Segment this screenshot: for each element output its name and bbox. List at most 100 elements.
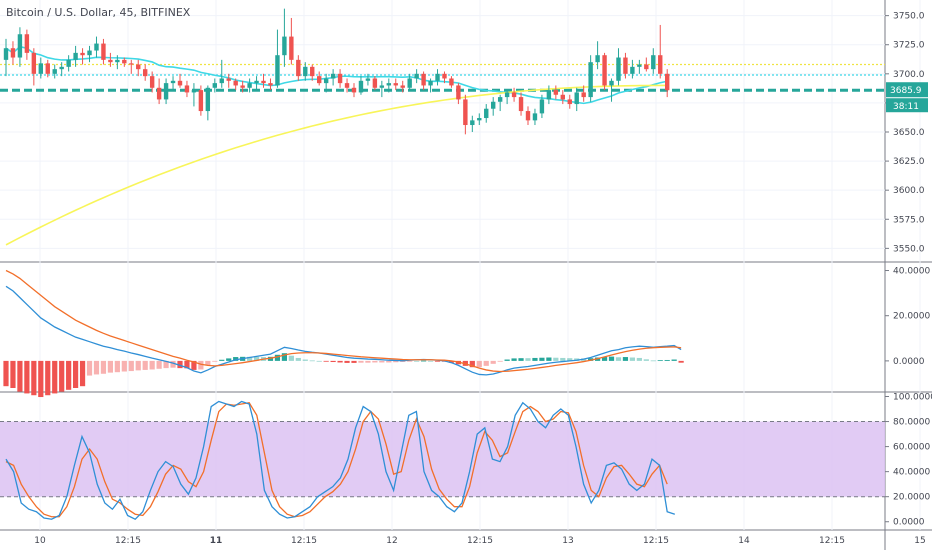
y-tick-label: 3575.0 bbox=[893, 215, 925, 225]
macd-histogram-bar bbox=[636, 357, 642, 361]
candle-body bbox=[337, 73, 343, 84]
candle-body bbox=[574, 92, 579, 105]
candle-body bbox=[414, 73, 419, 79]
candle-body bbox=[52, 69, 57, 74]
macd-line bbox=[5, 285, 682, 376]
candle-body bbox=[149, 76, 155, 88]
x-tick-label: 12:15 bbox=[291, 536, 317, 546]
candle-body bbox=[261, 80, 266, 84]
candle-body bbox=[484, 108, 489, 119]
macd-histogram-bar bbox=[553, 357, 559, 361]
macd-histogram-bar bbox=[372, 360, 378, 363]
candle-body bbox=[330, 73, 336, 79]
candle-body bbox=[630, 66, 635, 74]
x-tick-label: 15 bbox=[914, 536, 925, 546]
macd-histogram-bar bbox=[177, 360, 183, 369]
macd-histogram-bar bbox=[588, 358, 594, 361]
candle-body bbox=[163, 83, 169, 100]
macd-histogram-bar bbox=[427, 360, 434, 362]
y-tick-label: 3550.0 bbox=[893, 244, 925, 254]
candle-body bbox=[421, 73, 426, 86]
x-tick-label: 11 bbox=[210, 536, 223, 546]
candle-body bbox=[212, 83, 217, 88]
countdown-label: 38:11 bbox=[893, 102, 919, 112]
candle-body bbox=[470, 120, 475, 126]
candle-body bbox=[24, 34, 30, 53]
macd-histogram-bar bbox=[219, 359, 225, 361]
candle-body bbox=[108, 59, 113, 63]
macd-histogram-bar bbox=[52, 360, 58, 394]
y-tick-label: 3725.0 bbox=[893, 41, 925, 51]
candle-body bbox=[477, 118, 482, 121]
candle-body bbox=[511, 92, 517, 98]
stoch-d-line bbox=[5, 402, 668, 518]
macd-histogram-bar bbox=[170, 360, 176, 368]
macd-histogram-bar bbox=[212, 360, 218, 362]
candle-body bbox=[658, 55, 663, 74]
candle-body bbox=[94, 43, 99, 51]
y-tick-label: 3750.0 bbox=[893, 12, 925, 22]
macd-histogram-bar bbox=[448, 360, 455, 363]
macd-histogram-bar bbox=[316, 360, 322, 362]
candle-body bbox=[379, 85, 385, 88]
macd-histogram-bar bbox=[622, 357, 629, 361]
macd-histogram-bar bbox=[629, 357, 635, 361]
macd-histogram-bar bbox=[156, 360, 162, 369]
macd-histogram-bar bbox=[302, 359, 308, 361]
candle-body bbox=[10, 48, 16, 58]
candle-body bbox=[101, 43, 106, 60]
candle-body bbox=[442, 73, 447, 79]
macd-histogram-bar bbox=[73, 360, 79, 388]
candle-body bbox=[504, 92, 510, 98]
candle-body bbox=[240, 85, 245, 88]
macd-histogram-bar bbox=[351, 360, 357, 363]
candle-body bbox=[616, 57, 621, 81]
macd-histogram-bar bbox=[184, 360, 190, 369]
macd-histogram-bar bbox=[323, 360, 329, 362]
candle-body bbox=[268, 83, 273, 86]
candle-body bbox=[588, 62, 593, 98]
macd-histogram-bar bbox=[386, 360, 392, 363]
macd-histogram-bar bbox=[274, 354, 281, 361]
macd-histogram-bar bbox=[17, 360, 23, 392]
x-tick-label: 13 bbox=[562, 536, 573, 546]
macd-histogram-bar bbox=[511, 358, 517, 361]
candle-body bbox=[296, 59, 301, 77]
macd-histogram-bar bbox=[38, 360, 44, 398]
candle-body bbox=[560, 94, 565, 100]
candle-body bbox=[275, 55, 280, 86]
candle-body bbox=[518, 97, 524, 112]
macd-histogram-bar bbox=[414, 360, 420, 362]
macd-histogram-bar bbox=[233, 357, 239, 361]
macd-histogram-bar bbox=[142, 360, 148, 370]
candle-body bbox=[525, 111, 531, 121]
candle-body bbox=[400, 85, 405, 88]
candle-body bbox=[665, 73, 670, 91]
last-price-tag bbox=[886, 82, 928, 98]
candle-body bbox=[310, 66, 315, 77]
macd-histogram-bar bbox=[379, 360, 385, 363]
macd-histogram-bar bbox=[650, 360, 656, 362]
candle-body bbox=[226, 78, 231, 81]
candle-body bbox=[386, 83, 391, 86]
macd-histogram-bar bbox=[365, 360, 371, 363]
macd-histogram-bar bbox=[295, 357, 301, 361]
candle-body bbox=[122, 59, 127, 64]
macd-histogram-bar bbox=[643, 359, 649, 361]
y-tick-label: 60.0000 bbox=[893, 443, 930, 453]
candle-body bbox=[553, 90, 559, 95]
macd-histogram-bar bbox=[330, 360, 336, 363]
macd-histogram-bar bbox=[226, 358, 232, 361]
candle-body bbox=[59, 66, 64, 70]
candle-body bbox=[546, 90, 552, 100]
candle-body bbox=[3, 48, 9, 60]
y-tick-label: 20.0000 bbox=[893, 312, 930, 322]
candle-body bbox=[372, 78, 378, 88]
macd-histogram-bar bbox=[107, 360, 113, 373]
macd-histogram-bar bbox=[525, 358, 531, 361]
macd-histogram-bar bbox=[421, 360, 427, 362]
macd-histogram-bar bbox=[532, 357, 538, 361]
candle-body bbox=[198, 90, 204, 112]
